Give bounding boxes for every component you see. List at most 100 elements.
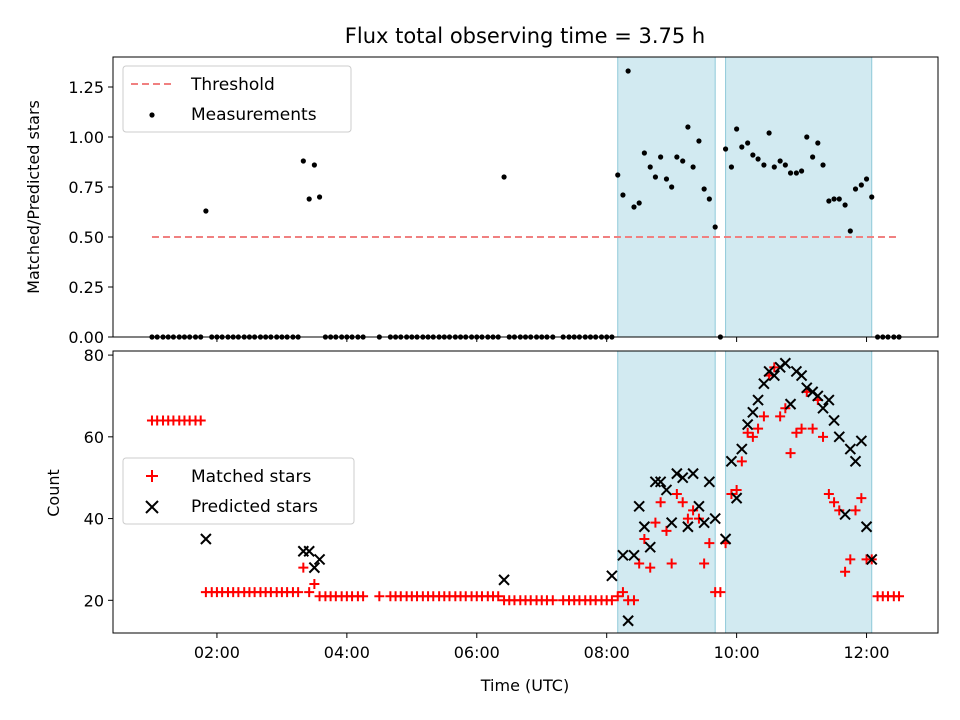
matched-star-point — [753, 423, 764, 434]
predicted-star-point — [703, 476, 716, 488]
measurement-point — [696, 138, 702, 144]
measurement-point — [620, 192, 626, 198]
matched-star-point — [612, 591, 623, 602]
predicted-star-point — [860, 521, 873, 533]
matched-star-point — [655, 497, 666, 508]
matched-star-point — [742, 427, 753, 438]
matched-star-point — [840, 566, 851, 577]
legend-matched-swatch — [146, 470, 158, 482]
measurement-point — [826, 198, 832, 204]
measurement-point — [663, 176, 670, 182]
predicted-star-point — [779, 357, 792, 369]
measurement-point — [316, 194, 323, 200]
matched-star-point — [699, 558, 710, 569]
matched-star-point — [850, 505, 861, 516]
bottom-y-axis: 20 40 60 80 — [84, 346, 113, 610]
top-y-tick-label: 1.25 — [68, 78, 104, 97]
predicted-star-point — [638, 521, 651, 533]
matched-star-point — [645, 562, 656, 573]
matched-star-point — [715, 587, 726, 598]
bottom-y-axis-label: Count — [44, 469, 63, 517]
predicted-star-point — [687, 467, 699, 480]
measurement-point — [798, 168, 805, 174]
matched-star-point — [639, 534, 650, 544]
predicted-star-point — [747, 406, 759, 419]
matched-star-point — [547, 595, 558, 606]
measurement-point — [690, 164, 696, 170]
matched-star-point — [304, 587, 315, 598]
x-axis-label: Time (UTC) — [480, 676, 569, 695]
bottom-highlight-span-1 — [617, 350, 716, 634]
predicted-star-point — [313, 553, 326, 566]
measurement-point — [820, 162, 826, 168]
matched-star-point — [829, 497, 840, 508]
measurement-point — [739, 144, 745, 150]
bottom-highlight-span-2 — [725, 350, 873, 634]
bottom-x-tick-label: 06:00 — [454, 643, 500, 662]
matched-star-point — [747, 431, 758, 442]
matched-star-point — [818, 431, 829, 442]
measurement-point — [647, 164, 653, 170]
predicted-star-point — [622, 615, 634, 627]
top-legend-box — [122, 65, 352, 133]
predicted-star-point — [693, 500, 705, 513]
measurement-point — [842, 202, 848, 208]
chart-title: Flux total observing time = 3.75 h — [345, 24, 705, 48]
matched-star-point — [195, 415, 206, 426]
measurement-point — [669, 184, 675, 190]
measurement-point — [750, 152, 756, 158]
legend-measurements-swatch — [149, 112, 155, 118]
measurement-point — [734, 126, 740, 132]
matched-star-point — [358, 591, 369, 602]
matched-star-point — [823, 489, 834, 500]
measurement-point — [771, 164, 777, 170]
matched-star-point — [671, 489, 682, 500]
predicted-star-point — [633, 500, 645, 513]
matched-star-point — [845, 554, 856, 565]
measurement-point — [755, 156, 761, 162]
predicted-star-point — [617, 549, 629, 562]
predicted-star-point — [665, 516, 678, 529]
predicted-star-point — [866, 553, 878, 566]
measurement-point — [847, 228, 853, 234]
matched-star-point — [704, 538, 715, 549]
predicted-star-point — [719, 533, 732, 545]
matched-star-point — [791, 427, 802, 438]
top-axes-frame — [112, 56, 939, 338]
bottom-spans — [617, 350, 873, 634]
predicted-star-point — [801, 382, 813, 394]
measurement-point — [680, 158, 686, 164]
bottom-x-tick-label: 04:00 — [324, 643, 370, 662]
predicted-star-point — [839, 508, 851, 521]
predicted-star-point — [823, 394, 835, 406]
predicted-star-point — [628, 549, 640, 562]
measurement-point — [745, 140, 751, 146]
measurement-point — [869, 194, 875, 200]
bottom-series — [146, 357, 905, 627]
matched-star-point — [796, 423, 807, 434]
predicted-star-point — [308, 561, 321, 574]
top-y-tick-label: 0.25 — [68, 278, 104, 297]
legend-threshold-label: Threshold — [190, 75, 275, 95]
bottom-legend-box — [122, 457, 355, 525]
predicted-star-point — [828, 414, 840, 427]
top-y-axis-label: Matched/Predicted stars — [24, 100, 43, 294]
top-y-tick-label: 0.75 — [68, 178, 104, 197]
predicted-star-point — [709, 512, 721, 525]
legend-matched-label: Matched stars — [191, 467, 311, 487]
predicted-star-point — [654, 476, 667, 488]
matched-star-point — [666, 558, 677, 569]
matched-star-point — [785, 448, 796, 459]
measurement-point — [815, 140, 821, 146]
matched-star-point — [309, 578, 320, 589]
predicted-star-point — [736, 443, 748, 455]
measurement-point — [631, 204, 637, 210]
legend-predicted-swatch — [145, 500, 159, 514]
top-highlight-span-1 — [617, 56, 716, 338]
measurement-point — [501, 174, 507, 180]
matched-star-point — [617, 587, 628, 598]
measurement-point — [722, 146, 729, 152]
matched-star-point — [688, 505, 699, 516]
measurement-point — [787, 170, 794, 176]
predicted-star-point — [752, 394, 764, 406]
